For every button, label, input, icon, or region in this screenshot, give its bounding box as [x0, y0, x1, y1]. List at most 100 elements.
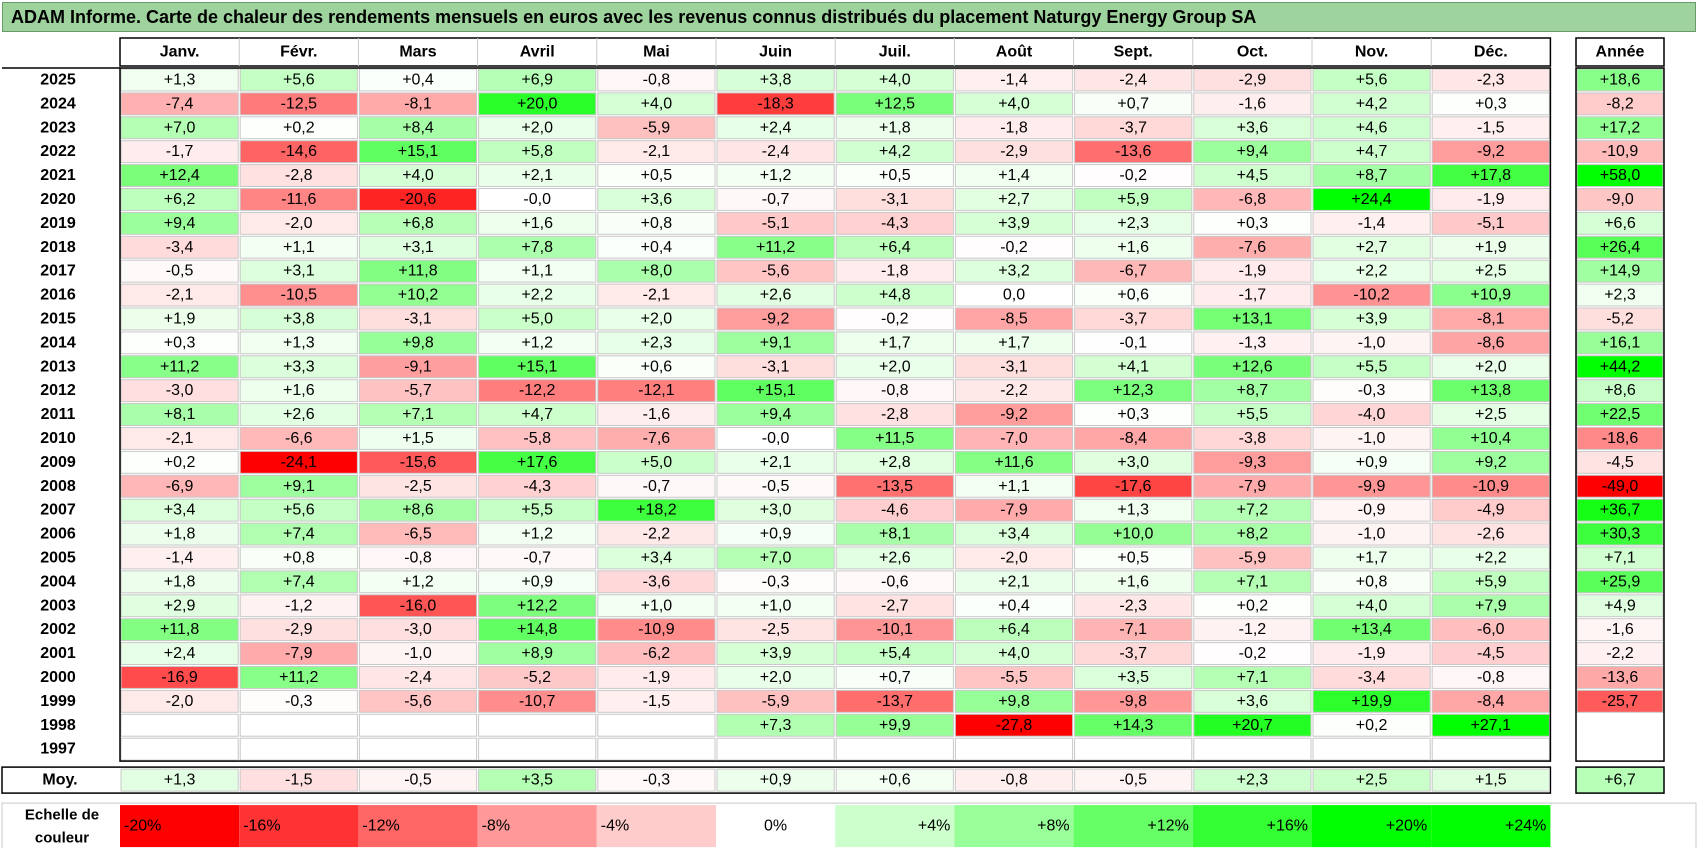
- month-header: Juin: [759, 44, 792, 61]
- cell-value: +3,4: [998, 526, 1030, 543]
- heatmap-cell: [1312, 355, 1431, 379]
- year-label: 2015: [40, 310, 76, 327]
- month-header: Août: [996, 44, 1033, 61]
- cell-value: -3,7: [1119, 119, 1147, 136]
- heatmap-cell: [478, 713, 597, 737]
- heatmap-cell: [1193, 379, 1312, 403]
- heatmap-cell: [835, 259, 954, 283]
- cell-value: -10,7: [519, 693, 556, 710]
- cell-value: +0,5: [641, 167, 673, 184]
- heatmap-cell: [835, 570, 954, 594]
- scale-swatch: [358, 805, 478, 848]
- cell-value: +10,9: [1471, 287, 1512, 304]
- year-header-frame: [1575, 37, 1665, 67]
- heatmap-cell: [835, 331, 954, 355]
- year-label: 2024: [40, 95, 76, 112]
- heatmap-cell: [239, 522, 358, 546]
- heatmap-cell: [1193, 188, 1312, 211]
- cell-value: +7,1: [1237, 573, 1269, 590]
- cell-value: +4,0: [402, 167, 434, 184]
- annual-cell: [1576, 570, 1664, 594]
- cell-value: +1,2: [521, 334, 553, 351]
- cell-value: +8,7: [1356, 167, 1388, 184]
- cell-value: +5,6: [283, 502, 315, 519]
- heatmap-cell: [835, 211, 954, 235]
- heatmap-cell: [835, 403, 954, 427]
- annual-cell: [1576, 283, 1664, 307]
- heatmap-cell: [597, 379, 716, 403]
- year-label: 2004: [40, 573, 76, 590]
- heatmap-cell: [1074, 116, 1193, 140]
- average-cell: [1312, 768, 1431, 792]
- heatmap-cell: [1312, 522, 1431, 546]
- heatmap-cell: [954, 68, 1074, 92]
- year-label: 2010: [40, 430, 76, 447]
- cell-value: -0,8: [643, 71, 671, 88]
- cell-value: +4,0: [998, 645, 1030, 662]
- cell-value: +5,6: [1356, 71, 1388, 88]
- heatmap-cell: [1074, 689, 1193, 713]
- cell-value: -2,5: [762, 621, 790, 638]
- average-value: +2,3: [1237, 772, 1269, 789]
- heatmap-cell: [835, 92, 954, 116]
- heatmap-cell: [120, 737, 239, 761]
- heatmap-cell: [239, 331, 358, 355]
- heatmap-cell: [954, 164, 1074, 188]
- heatmap-cell: [835, 140, 954, 164]
- heatmap-cell: [120, 164, 239, 188]
- heatmap-cell: [478, 259, 597, 283]
- heatmap-cell: [120, 188, 239, 211]
- cell-value: -1,7: [1239, 287, 1267, 304]
- heatmap-cell: [120, 68, 239, 92]
- heatmap-cell: [1193, 570, 1312, 594]
- cell-value: -12,2: [519, 382, 556, 399]
- heatmap-cell: [835, 522, 954, 546]
- annual-cell: [1576, 474, 1664, 498]
- heatmap-cell: [478, 307, 597, 331]
- cell-value: +1,0: [760, 597, 792, 614]
- cell-value: +0,8: [283, 549, 315, 566]
- cell-value: +15,1: [517, 358, 558, 375]
- average-value: +1,3: [164, 772, 196, 789]
- heatmap-cell: [954, 116, 1074, 140]
- heatmap-cell: [1193, 355, 1312, 379]
- average-cell: [1074, 768, 1193, 792]
- cell-value: +2,5: [1475, 263, 1507, 280]
- cell-value: +17,8: [1471, 167, 1512, 184]
- heatmap-cell: [120, 92, 239, 116]
- cell-value: -8,5: [1000, 310, 1028, 327]
- cell-value: +2,3: [641, 334, 673, 351]
- heatmap-cell: [597, 570, 716, 594]
- cell-value: -8,1: [404, 95, 432, 112]
- heatmap-cell: [1193, 522, 1312, 546]
- cell-value: -1,4: [1000, 71, 1028, 88]
- average-annual-value: +6,7: [1604, 772, 1636, 789]
- heatmap-cell: [239, 92, 358, 116]
- heatmap-cell: [716, 355, 835, 379]
- cell-value: +2,6: [283, 406, 315, 423]
- heatmap-cell: [1193, 713, 1312, 737]
- cell-value: +0,7: [879, 669, 911, 686]
- heatmap-cell: [120, 546, 239, 570]
- heatmap-cell: [239, 713, 358, 737]
- heatmap-cell: [1074, 594, 1193, 618]
- cell-value: -3,7: [1119, 645, 1147, 662]
- heatmap-cell: [239, 689, 358, 713]
- heatmap-cell: [1193, 140, 1312, 164]
- cell-value: +0,5: [1117, 549, 1149, 566]
- cell-value: +11,8: [160, 621, 199, 638]
- heatmap-cell: [1431, 307, 1550, 331]
- month-header: Mai: [643, 44, 670, 61]
- annual-cell: [1576, 594, 1664, 618]
- cell-value: -4,5: [1477, 645, 1505, 662]
- average-value: +1,5: [1475, 772, 1507, 789]
- cell-value: +12,6: [1232, 358, 1273, 375]
- cell-value: +3,6: [1237, 119, 1269, 136]
- heatmap-cell: [1193, 164, 1312, 188]
- cell-value: +4,2: [1356, 95, 1388, 112]
- heatmap-cell: [478, 355, 597, 379]
- cell-value: -9,2: [1477, 143, 1505, 160]
- cell-value: +2,2: [521, 287, 553, 304]
- heatmap-cell: [597, 498, 716, 522]
- heatmap-cell: [1074, 331, 1193, 355]
